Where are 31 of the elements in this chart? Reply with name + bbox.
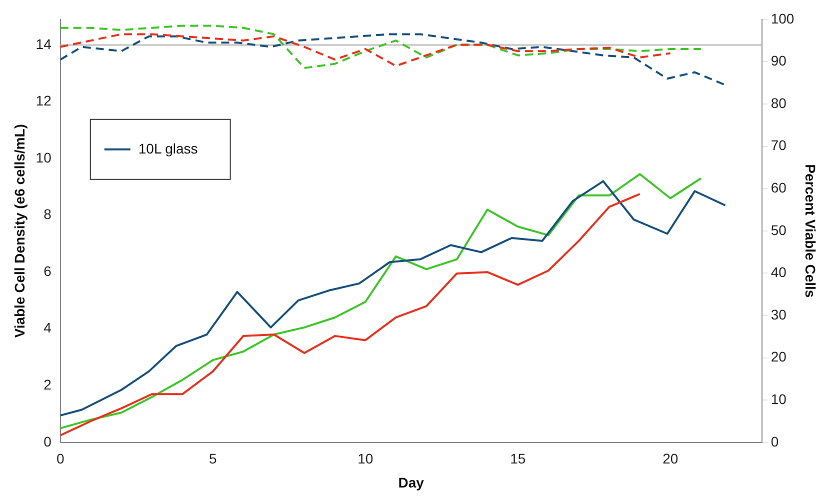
y2-tick-label: 90 (770, 52, 787, 69)
y-tick-label: 0 (44, 433, 52, 450)
legend-label: 10L glass (138, 140, 198, 156)
y2-tick-label: 100 (770, 10, 794, 26)
x-tick-label: 20 (662, 450, 678, 467)
y2-tick-label: 60 (770, 179, 787, 196)
x-axis-title: Day (398, 474, 424, 490)
y2-tick-label: 40 (770, 264, 787, 280)
y-axis-title: Viable Cell Density (e6 cells/mL) (11, 124, 28, 338)
line-series (60, 24, 702, 70)
line-series (60, 33, 726, 86)
y2-tick-label: 20 (770, 348, 787, 365)
y2-axis-title: Percent Viable Cells (802, 164, 819, 298)
y-tick-label: 6 (44, 262, 52, 279)
x-tick-label: 0 (56, 450, 64, 467)
line-series (60, 33, 672, 67)
x-tick-label: 10 (358, 450, 374, 467)
y2-tick-label: 80 (770, 94, 787, 111)
y2-tick-label: 10 (770, 390, 787, 407)
y2-tick-label: 70 (770, 137, 787, 154)
y-tick-label: 10 (36, 149, 52, 166)
x-tick-label: 15 (510, 450, 526, 467)
y-tick-label: 4 (44, 320, 52, 336)
y-tick-label: 14 (36, 36, 52, 52)
y2-tick-label: 50 (770, 222, 787, 238)
y2-tick-label: 0 (770, 433, 779, 450)
y-tick-label: 8 (44, 206, 52, 222)
y2-tick-label: 30 (770, 306, 787, 322)
y-tick-label: 2 (44, 376, 52, 392)
y-tick-label: 12 (36, 92, 52, 109)
x-tick-label: 5 (208, 450, 217, 467)
